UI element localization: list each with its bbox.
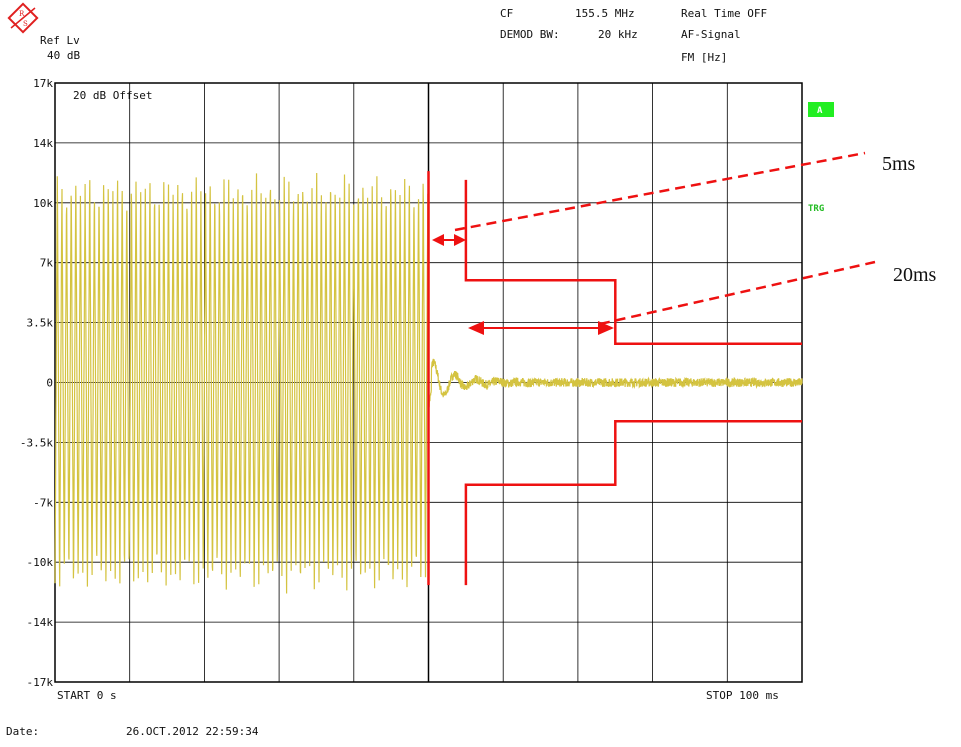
lower-mask-line (464, 420, 802, 586)
annotation-arrows (432, 151, 876, 335)
rohde-schwarz-logo: R S (7, 2, 39, 34)
y-tick-label: 17k (33, 77, 53, 90)
y-tick-label: -14k (27, 616, 54, 629)
y-tick-label: 0 (46, 377, 53, 390)
y-tick-label: -7k (33, 496, 53, 509)
svg-text:S: S (23, 20, 28, 28)
realtime-status: Real Time OFF (681, 7, 767, 20)
date-label: Date: (6, 725, 39, 738)
signal-type: AF-Signal (681, 28, 741, 41)
stop-label: STOP 100 ms (706, 689, 779, 702)
y-tick-label: -10k (27, 556, 54, 569)
y-tick-label: 3.5k (27, 317, 54, 330)
svg-text:R: R (19, 10, 25, 18)
unit-label: FM [Hz] (681, 51, 727, 64)
cf-value: 155.5 MHz (575, 7, 635, 20)
limit-lines (427, 171, 802, 586)
y-tick-label: -3.5k (20, 436, 53, 449)
ref-level-label: Ref Lv (40, 34, 80, 47)
y-tick-labels: 17k 14k 10k 7k 3.5k 0 -3.5k -7k -10k -14k -17k (20, 77, 53, 689)
demod-bw-label: DEMOD BW: (500, 28, 560, 41)
trg-indicator: TRG (808, 204, 824, 214)
badge-a (808, 102, 834, 117)
offset-box (56, 84, 128, 106)
date-value: 26.OCT.2012 22:59:34 (126, 725, 259, 738)
ref-level-value: 40 dB (47, 49, 80, 62)
upper-mask-line (464, 179, 802, 345)
y-tick-label: 10k (33, 197, 53, 210)
offset-text: 20 dB Offset (73, 89, 152, 102)
y-tick-label: 14k (33, 137, 53, 150)
label-20ms: 20ms (893, 264, 937, 286)
y-tick-label: 7k (40, 257, 54, 270)
start-label: START 0 s (57, 689, 117, 702)
y-tick-label: -17k (27, 676, 54, 689)
badge-a-label: A (817, 106, 823, 116)
demod-bw-value: 20 kHz (598, 28, 638, 41)
cf-label: CF (500, 7, 513, 20)
label-5ms: 5ms (882, 153, 916, 175)
